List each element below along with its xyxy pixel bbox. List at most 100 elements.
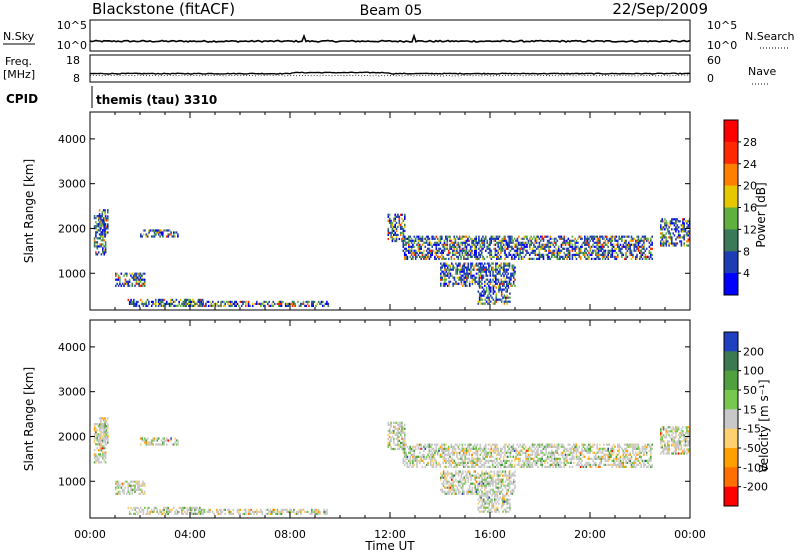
echo-cell — [149, 441, 152, 444]
echo-cell — [445, 478, 448, 481]
echo-cell — [633, 453, 636, 456]
echo-cell — [644, 447, 647, 450]
echo-cell — [586, 449, 589, 452]
echo-cell — [608, 451, 611, 454]
echo-cell — [101, 441, 104, 444]
echo-cell — [323, 512, 325, 515]
echo-cell — [467, 264, 470, 267]
echo-cell — [549, 451, 552, 454]
echo-cell — [661, 228, 663, 231]
echo-cell — [478, 506, 481, 509]
echo-cell — [531, 465, 534, 468]
echo-cell — [596, 235, 598, 238]
echo-cell — [640, 253, 642, 256]
echo-cell — [551, 237, 553, 240]
echo-cell — [315, 304, 317, 307]
echo-cell — [555, 247, 557, 250]
echo-cell — [492, 490, 494, 493]
echo-cell — [548, 249, 550, 252]
echo-cell — [218, 304, 221, 307]
echo-cell — [615, 239, 618, 242]
echo-cell — [123, 488, 125, 491]
echo-cell — [607, 239, 609, 242]
echo-cell — [496, 249, 498, 252]
echo-cell — [644, 449, 647, 452]
echo-cell — [492, 506, 495, 509]
echo-cell — [552, 461, 554, 464]
echo-cell — [145, 233, 148, 236]
echo-cell — [419, 247, 421, 250]
echo-cell — [137, 276, 139, 279]
echo-cell — [610, 463, 612, 466]
echo-cell — [566, 455, 568, 458]
echo-cell — [140, 235, 142, 238]
echo-cell — [495, 498, 497, 501]
echo-cell — [452, 268, 454, 271]
echo-cell — [239, 508, 242, 511]
echo-cell — [428, 445, 431, 448]
echo-cell — [445, 461, 447, 464]
echo-cell — [475, 459, 477, 462]
echo-cell — [541, 443, 543, 446]
echo-cell — [531, 449, 534, 452]
echo-cell — [513, 459, 516, 462]
echo-cell — [174, 512, 176, 515]
echo-cell — [595, 461, 597, 464]
echo-cell — [479, 457, 482, 460]
echo-cell — [104, 461, 107, 464]
echo-cell — [456, 472, 459, 475]
echo-cell — [97, 237, 100, 240]
echo-cell — [491, 494, 493, 497]
echo-cell — [502, 237, 505, 240]
echo-cell — [463, 272, 465, 275]
echo-cell — [567, 251, 570, 254]
echo-cell — [300, 510, 302, 513]
echo-cell — [486, 455, 488, 458]
echo-cell — [107, 417, 109, 420]
echo-cell — [515, 251, 517, 254]
echo-cell — [477, 300, 480, 303]
echo-cell — [643, 243, 645, 246]
echo-cell — [399, 433, 402, 436]
echo-cell — [560, 461, 563, 464]
echo-cell — [138, 280, 140, 283]
echo-cell — [661, 226, 663, 229]
echo-cell — [520, 237, 523, 240]
echo-cell — [93, 429, 96, 432]
echo-cell — [534, 241, 537, 244]
echo-cell — [477, 302, 480, 305]
echo-cell — [445, 274, 448, 277]
echo-cell — [588, 241, 590, 244]
echo-cell — [632, 239, 634, 242]
echo-cell — [402, 241, 405, 244]
echo-cell — [495, 508, 497, 511]
echo-cell — [464, 262, 467, 265]
echo-cell — [227, 508, 229, 511]
echo-cell — [474, 249, 476, 252]
echo-cell — [645, 239, 648, 242]
echo-cell — [551, 463, 553, 466]
echo-cell — [671, 220, 673, 223]
echo-cell — [311, 300, 313, 303]
echo-cell — [395, 229, 398, 232]
echo-cell — [481, 286, 484, 289]
echo-cell — [167, 510, 169, 513]
echo-cell — [595, 251, 597, 254]
echo-cell — [600, 447, 603, 450]
echo-cell — [453, 447, 455, 450]
echo-cell — [615, 247, 618, 250]
echo-cell — [276, 510, 279, 513]
echo-cell — [619, 243, 622, 246]
echo-cell — [452, 445, 454, 448]
echo-cell — [682, 226, 684, 229]
echo-cell — [444, 262, 446, 265]
echo-cell — [402, 231, 405, 234]
echo-cell — [636, 235, 638, 238]
echo-cell — [588, 251, 590, 254]
echo-cell — [633, 461, 636, 464]
echo-cell — [571, 255, 574, 258]
echo-cell — [404, 215, 406, 218]
echo-cell — [441, 474, 443, 477]
echo-cell — [507, 282, 509, 285]
echo-cell — [630, 243, 633, 246]
